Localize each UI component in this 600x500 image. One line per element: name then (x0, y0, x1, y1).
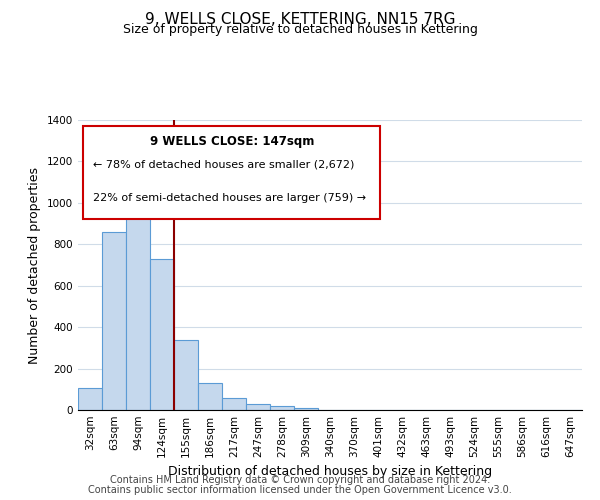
Bar (246, 404, 270, 410)
Text: ← 78% of detached houses are smaller (2,672): ← 78% of detached houses are smaller (2,… (93, 160, 355, 170)
Bar (198, 383, 222, 410)
Bar (270, 406, 294, 410)
Bar (174, 340, 198, 410)
Bar (78, 388, 102, 410)
Text: Contains HM Land Registry data © Crown copyright and database right 2024.: Contains HM Land Registry data © Crown c… (110, 475, 490, 485)
FancyBboxPatch shape (83, 126, 380, 218)
Bar (150, 259, 174, 410)
Text: Size of property relative to detached houses in Kettering: Size of property relative to detached ho… (122, 22, 478, 36)
Bar (294, 408, 318, 410)
Bar (222, 398, 246, 410)
Bar (102, 232, 126, 410)
Text: 22% of semi-detached houses are larger (759) →: 22% of semi-detached houses are larger (… (93, 193, 366, 203)
Bar (126, 174, 150, 410)
Text: 9, WELLS CLOSE, KETTERING, NN15 7RG: 9, WELLS CLOSE, KETTERING, NN15 7RG (145, 12, 455, 28)
Text: 9 WELLS CLOSE: 147sqm: 9 WELLS CLOSE: 147sqm (149, 134, 314, 147)
Y-axis label: Number of detached properties: Number of detached properties (28, 166, 41, 364)
Text: Contains public sector information licensed under the Open Government Licence v3: Contains public sector information licen… (88, 485, 512, 495)
X-axis label: Distribution of detached houses by size in Kettering: Distribution of detached houses by size … (168, 466, 492, 478)
